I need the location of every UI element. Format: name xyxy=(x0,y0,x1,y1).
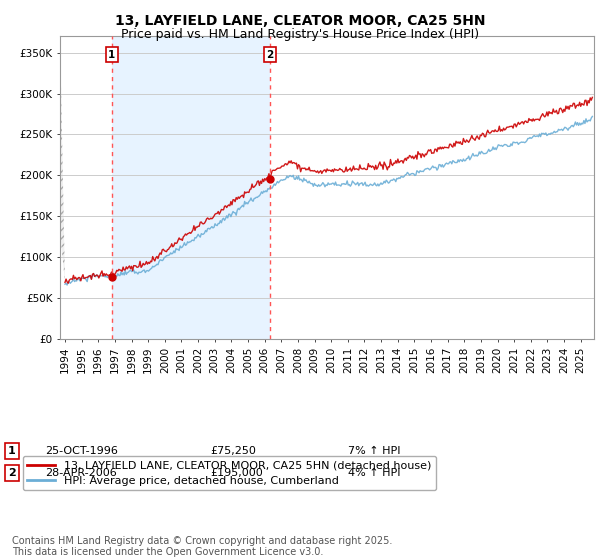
Bar xyxy=(112,36,270,339)
Text: £75,250: £75,250 xyxy=(210,446,256,456)
Text: 2: 2 xyxy=(266,49,274,59)
Text: 7% ↑ HPI: 7% ↑ HPI xyxy=(348,446,401,456)
Text: 1: 1 xyxy=(108,49,115,59)
Text: Price paid vs. HM Land Registry's House Price Index (HPI): Price paid vs. HM Land Registry's House … xyxy=(121,28,479,41)
Polygon shape xyxy=(60,36,65,282)
Text: 2: 2 xyxy=(8,468,16,478)
Text: 28-APR-2006: 28-APR-2006 xyxy=(45,468,117,478)
Text: 13, LAYFIELD LANE, CLEATOR MOOR, CA25 5HN: 13, LAYFIELD LANE, CLEATOR MOOR, CA25 5H… xyxy=(115,14,485,28)
Text: Contains HM Land Registry data © Crown copyright and database right 2025.
This d: Contains HM Land Registry data © Crown c… xyxy=(12,535,392,557)
Text: 4% ↑ HPI: 4% ↑ HPI xyxy=(348,468,401,478)
Text: £195,000: £195,000 xyxy=(210,468,263,478)
Text: 1: 1 xyxy=(8,446,16,456)
Text: 25-OCT-1996: 25-OCT-1996 xyxy=(45,446,118,456)
Legend: 13, LAYFIELD LANE, CLEATOR MOOR, CA25 5HN (detached house), HPI: Average price, : 13, LAYFIELD LANE, CLEATOR MOOR, CA25 5H… xyxy=(23,456,436,491)
